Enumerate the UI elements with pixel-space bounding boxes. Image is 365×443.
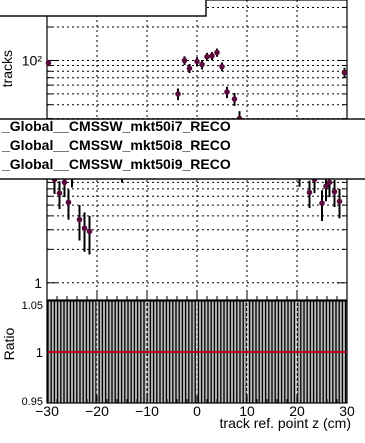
legend-box-main bbox=[0, 118, 365, 180]
data-point bbox=[45, 59, 52, 67]
marker bbox=[45, 60, 52, 66]
data-point bbox=[336, 188, 343, 219]
x-tick-label: −10 bbox=[135, 403, 159, 419]
marker bbox=[65, 199, 72, 206]
marker bbox=[86, 228, 93, 235]
data-point bbox=[65, 189, 72, 220]
marker bbox=[336, 198, 343, 205]
x-tick-label: 20 bbox=[289, 403, 305, 419]
marker bbox=[199, 61, 205, 68]
top-y-tick-label: 10² bbox=[22, 52, 43, 68]
data-point bbox=[199, 59, 205, 70]
x-tick-label: 30 bbox=[339, 403, 355, 419]
x-tick-label: −30 bbox=[35, 403, 59, 419]
x-axis-label: track ref. point z (cm) bbox=[220, 415, 351, 431]
marker bbox=[219, 63, 225, 70]
data-point bbox=[76, 205, 83, 241]
marker bbox=[175, 91, 181, 97]
x-tick-label: 0 bbox=[193, 403, 201, 419]
data-point bbox=[219, 62, 225, 72]
marker bbox=[194, 58, 200, 65]
marker bbox=[186, 65, 193, 72]
data-point bbox=[214, 48, 220, 57]
data-point bbox=[81, 212, 88, 252]
ratio-y-axis-label: Ratio bbox=[1, 327, 17, 360]
legend-entry-1: _Global__CMSSW_mkt50i7_RECO bbox=[1, 118, 231, 134]
data-point bbox=[209, 52, 215, 60]
data-point bbox=[306, 180, 313, 209]
ratio-x-ticks: −30 −20 −10 0 10 20 30 bbox=[35, 395, 355, 419]
data-point bbox=[319, 190, 325, 221]
x-tick-label: −20 bbox=[85, 403, 109, 419]
data-point bbox=[175, 88, 181, 101]
marker bbox=[331, 188, 338, 195]
data-point bbox=[224, 86, 230, 98]
legend-box-top bbox=[0, 0, 207, 17]
marker bbox=[231, 96, 238, 102]
legend-entry-2: _Global__CMSSW_mkt50i8_RECO bbox=[1, 137, 231, 153]
marker bbox=[341, 69, 348, 76]
ratio-y-tick-label: 0.95 bbox=[22, 396, 43, 408]
top-x-ticks bbox=[46, 292, 348, 300]
marker bbox=[61, 179, 68, 186]
marker bbox=[181, 57, 188, 64]
marker bbox=[224, 89, 230, 95]
data-point bbox=[231, 92, 238, 106]
data-point bbox=[56, 181, 63, 210]
data-point bbox=[204, 52, 210, 61]
ratio-y-tick-label: 1 bbox=[36, 345, 43, 360]
marker bbox=[204, 53, 210, 60]
data-point bbox=[181, 56, 188, 66]
marker bbox=[81, 225, 88, 231]
legend: _Global__CMSSW_mkt50i7_RECO _Global__CMS… bbox=[0, 0, 365, 180]
data-point bbox=[341, 67, 348, 78]
ratio-y-ticks: 0.95 1 1.05 bbox=[22, 300, 43, 408]
x-tick-label: 10 bbox=[239, 403, 255, 419]
marker bbox=[76, 216, 83, 223]
top-y-axis-label: tracks bbox=[0, 50, 15, 87]
marker bbox=[323, 183, 329, 189]
marker bbox=[56, 190, 63, 196]
data-point bbox=[86, 215, 93, 255]
data-point bbox=[186, 63, 193, 74]
ratio-panel: 0.95 1 1.05 −30 −20 −10 0 10 20 30 Ratio track r… bbox=[1, 300, 355, 431]
marker bbox=[214, 49, 220, 56]
ratio-y-tick-label: 1.05 bbox=[22, 300, 43, 312]
marker bbox=[209, 53, 215, 59]
marker bbox=[319, 200, 325, 206]
data-point bbox=[331, 180, 338, 208]
legend-entry-3: _Global__CMSSW_mkt50i9_RECO bbox=[1, 156, 231, 172]
marker bbox=[326, 179, 333, 186]
data-point bbox=[194, 57, 200, 67]
marker bbox=[306, 189, 313, 196]
top-y-tick-label: 1 bbox=[34, 275, 42, 291]
